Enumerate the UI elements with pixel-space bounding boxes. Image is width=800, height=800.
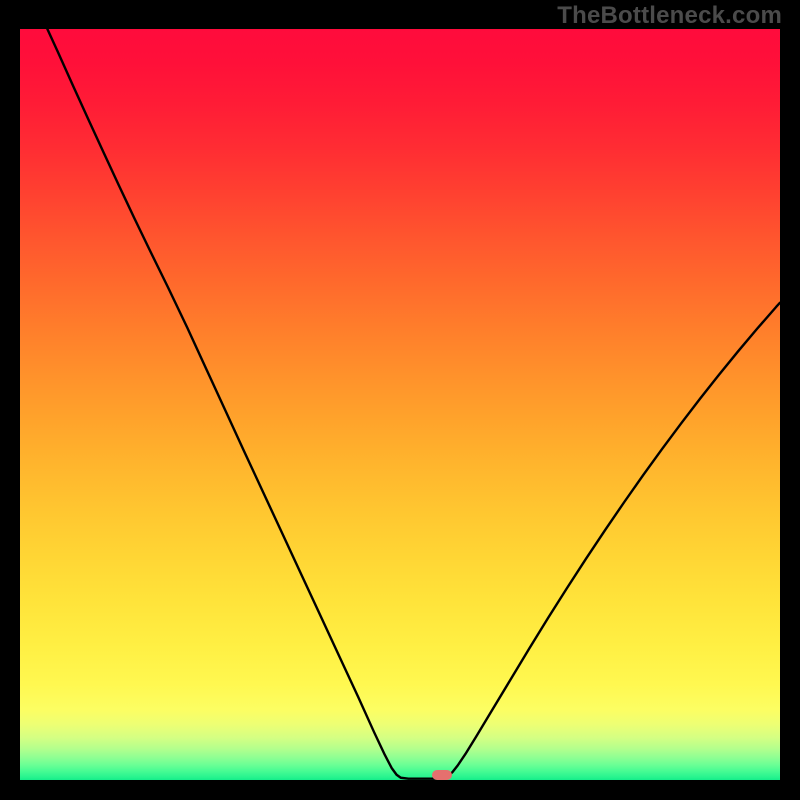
optimal-point-marker [432, 770, 452, 780]
watermark-text: TheBottleneck.com [557, 2, 782, 30]
chart-stage: TheBottleneck.com [0, 0, 800, 800]
curve-svg [0, 0, 800, 800]
bottleneck-curve [47, 29, 780, 779]
